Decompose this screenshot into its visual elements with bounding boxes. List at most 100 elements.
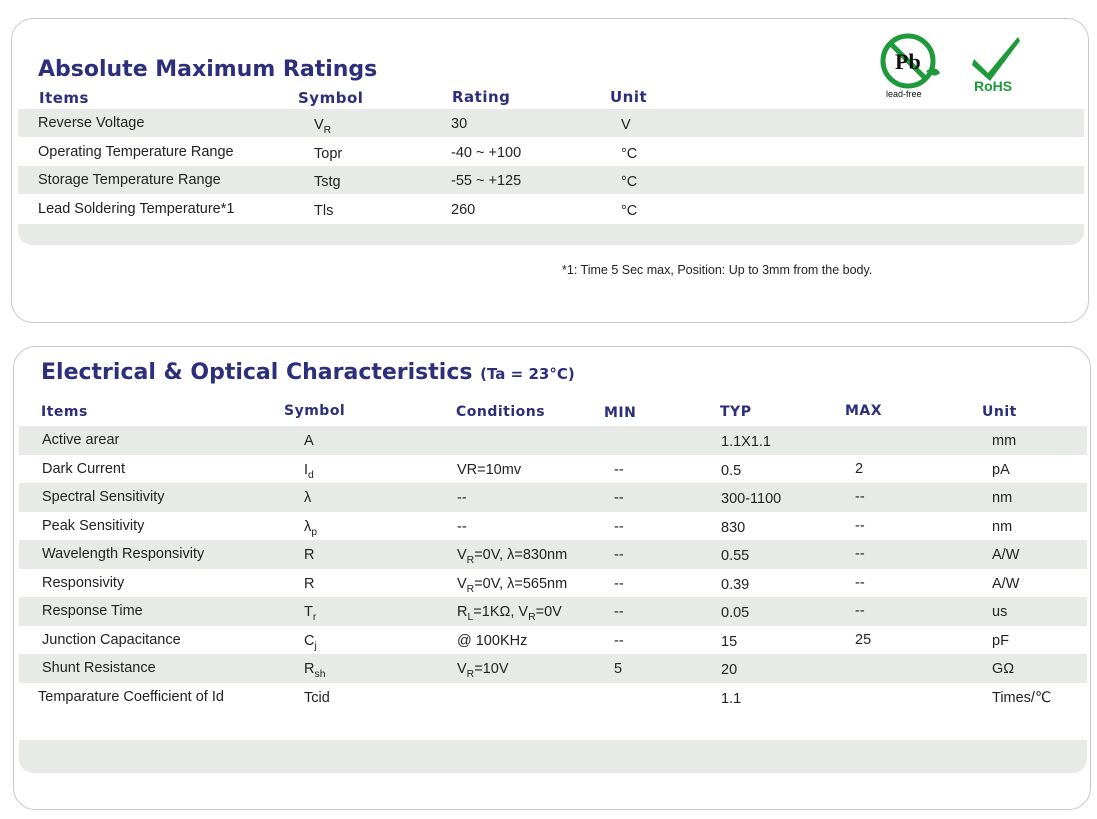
item-conditions: VR=0V, λ=565nm bbox=[457, 576, 567, 595]
item-name: Reverse Voltage bbox=[38, 115, 145, 131]
symbol-text: Topr bbox=[314, 146, 342, 162]
item-symbol: λp bbox=[304, 519, 317, 538]
symbol-main: Tcid bbox=[304, 690, 330, 706]
elec-header-max: MAX bbox=[845, 403, 883, 419]
symbol-subscript: r bbox=[312, 611, 317, 623]
item-unit: GΩ bbox=[992, 661, 1015, 677]
item-max: -- bbox=[855, 546, 865, 562]
lead-free-logo: Pb lead-free bbox=[874, 31, 946, 103]
item-rating: 30 bbox=[451, 116, 468, 132]
elec-header-symbol: Symbol bbox=[284, 403, 346, 419]
item-rating: 260 bbox=[451, 202, 476, 218]
item-conditions: VR=10V bbox=[457, 661, 509, 680]
item-name: Spectral Sensitivity bbox=[42, 489, 165, 505]
symbol-text: VR bbox=[314, 117, 331, 136]
symbol-text: λ bbox=[304, 490, 311, 506]
symbol-main: R bbox=[304, 547, 315, 563]
item-unit: us bbox=[992, 604, 1008, 620]
symbol-text: Cj bbox=[304, 633, 317, 652]
symbol-main: λ bbox=[304, 519, 312, 535]
item-symbol: Tstg bbox=[314, 174, 341, 190]
electrical-optical-panel: Electrical & Optical Characteristics (Ta… bbox=[13, 346, 1091, 810]
item-name: Active arear bbox=[42, 432, 120, 448]
item-unit: A/W bbox=[992, 547, 1020, 563]
table-row: Junction Capacitance Cj @ 100KHz -- 15 25 pF bbox=[19, 626, 1087, 655]
item-typ: 0.55 bbox=[721, 548, 750, 564]
abs-table-footer bbox=[18, 224, 1084, 245]
item-symbol: Tls bbox=[314, 203, 333, 219]
table-row: Shunt Resistance Rsh VR=10V 5 20 GΩ bbox=[19, 654, 1087, 683]
item-symbol: Rsh bbox=[304, 661, 326, 680]
symbol-text: Tr bbox=[304, 604, 317, 623]
item-symbol: Id bbox=[304, 462, 314, 481]
item-max: -- bbox=[855, 518, 865, 534]
elec-header-min: MIN bbox=[604, 405, 637, 421]
symbol-text: Tcid bbox=[304, 690, 330, 706]
item-name: Operating Temperature Range bbox=[38, 144, 234, 160]
item-unit: V bbox=[621, 117, 631, 133]
table-row: Peak Sensitivity λp -- -- 830 -- nm bbox=[19, 512, 1087, 541]
table-row: Storage Temperature Range Tstg -55 ~ +125 °… bbox=[18, 166, 1084, 194]
elec-header-unit: Unit bbox=[982, 404, 1017, 420]
condition-text: VR=10mv bbox=[457, 462, 522, 478]
item-name: Response Time bbox=[42, 603, 143, 619]
rohs-check-icon: RoHS bbox=[972, 37, 1020, 94]
abs-footnote: *1: Time 5 Sec max, Position: Up to 3mm … bbox=[562, 263, 873, 277]
item-min: -- bbox=[614, 462, 624, 478]
item-name: Storage Temperature Range bbox=[38, 172, 221, 188]
item-max: -- bbox=[855, 489, 865, 505]
symbol-main: λ bbox=[304, 490, 312, 506]
symbol-main: R bbox=[304, 661, 315, 677]
table-row: Active arear A 1.1X1.1 mm bbox=[19, 426, 1087, 455]
elec-title-main: Electrical & Optical Characteristics bbox=[41, 360, 473, 385]
symbol-main: I bbox=[304, 462, 309, 478]
svg-text:Pb: Pb bbox=[895, 49, 921, 74]
item-max: -- bbox=[855, 603, 865, 619]
item-symbol: Tr bbox=[304, 604, 316, 623]
item-conditions: -- bbox=[457, 519, 467, 535]
item-name: Wavelength Responsivity bbox=[42, 546, 205, 562]
item-conditions: @ 100KHz bbox=[457, 633, 527, 649]
symbol-text: R bbox=[304, 576, 314, 592]
condition-text: V bbox=[457, 661, 467, 677]
condition-subscript: R bbox=[466, 583, 475, 595]
item-typ: 1.1X1.1 bbox=[721, 434, 771, 450]
item-typ: 15 bbox=[721, 634, 738, 650]
table-row: Dark Current Id VR=10mv -- 0.5 2 pA bbox=[19, 455, 1087, 484]
table-row: Responsivity R VR=0V, λ=565nm -- 0.39 -- A/W bbox=[19, 569, 1087, 598]
item-symbol: R bbox=[304, 547, 314, 563]
item-min: 5 bbox=[614, 661, 623, 677]
condition-text: =10V bbox=[474, 661, 509, 677]
table-row: Reverse Voltage VR 30 V bbox=[18, 109, 1084, 137]
item-name: Dark Current bbox=[42, 461, 125, 477]
abs-title: Absolute Maximum Ratings bbox=[38, 57, 378, 82]
condition-text: V bbox=[457, 576, 467, 592]
item-unit: °C bbox=[621, 174, 638, 190]
item-name: Peak Sensitivity bbox=[42, 518, 145, 534]
item-symbol: λ bbox=[304, 490, 311, 506]
item-typ: 0.5 bbox=[721, 463, 742, 479]
symbol-subscript: d bbox=[308, 469, 314, 481]
symbol-subscript: p bbox=[311, 526, 318, 538]
table-row: Lead Soldering Temperature*1 Tls 260 °C bbox=[18, 195, 1084, 223]
condition-text: @ 100KHz bbox=[457, 633, 528, 649]
symbol-main: C bbox=[304, 633, 315, 649]
item-conditions: -- bbox=[457, 490, 467, 506]
symbol-text: A bbox=[304, 433, 314, 449]
symbol-subscript: sh bbox=[314, 668, 326, 680]
table-row: Response Time Tr RL=1KΩ, VR=0V -- 0.05 -- us bbox=[19, 597, 1087, 626]
item-symbol: VR bbox=[314, 117, 331, 136]
condition-text: =0V, λ=565nm bbox=[474, 576, 568, 592]
item-conditions: VR=0V, λ=830nm bbox=[457, 547, 567, 566]
item-min: -- bbox=[614, 547, 624, 563]
symbol-main: Topr bbox=[314, 146, 343, 162]
table-row: Temparature Coefficient of Id Tcid 1.1 Time… bbox=[19, 683, 1087, 712]
elec-title: Electrical & Optical Characteristics (Ta… bbox=[41, 360, 575, 385]
item-name: Junction Capacitance bbox=[42, 632, 181, 648]
item-unit: A/W bbox=[992, 576, 1020, 592]
symbol-text: Rsh bbox=[304, 661, 326, 680]
elec-title-condition: (Ta = 23°C) bbox=[480, 365, 575, 383]
item-name: Shunt Resistance bbox=[42, 660, 156, 676]
item-unit: pA bbox=[992, 462, 1010, 478]
item-min: -- bbox=[614, 576, 624, 592]
